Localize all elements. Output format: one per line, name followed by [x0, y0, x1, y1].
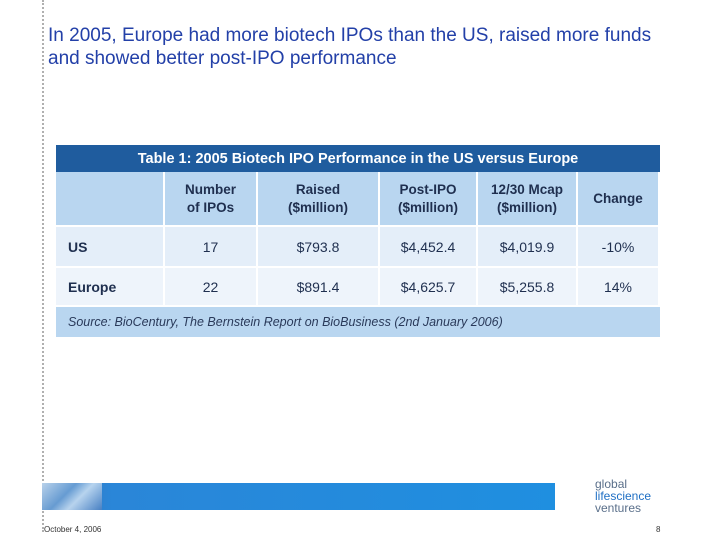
slide-title: In 2005, Europe had more biotech IPOs th… [48, 25, 652, 69]
header-line: Raised [295, 181, 341, 197]
header-cell [56, 172, 163, 225]
header-text: 12/30 Mcap ($million) [491, 181, 563, 217]
divider [42, 0, 44, 532]
header-cell: Raised ($million) [258, 172, 378, 225]
logo-text: global [595, 477, 628, 491]
header-text: Number of IPOs [185, 181, 236, 217]
header-text: Post-IPO ($million) [398, 181, 458, 217]
table-cell: 17 [165, 227, 256, 266]
header-cell: Post-IPO ($million) [380, 172, 476, 225]
header-text: Raised ($million) [288, 181, 348, 217]
header-line: 12/30 Mcap [490, 181, 564, 197]
header-text: Change [593, 190, 643, 208]
header-line: of IPOs [186, 199, 235, 215]
table-cell: $793.8 [258, 227, 378, 266]
header-cell: Change [578, 172, 658, 225]
footer-image [42, 483, 102, 510]
table-cell: 14% [578, 268, 658, 305]
footer-date: October 4, 2006 [44, 525, 102, 534]
logo-text: lifescience [595, 489, 652, 503]
row-label: Europe [56, 268, 163, 305]
header-line: ($million) [288, 199, 348, 215]
header-line: Post-IPO [399, 181, 457, 197]
logo-text: ventures [595, 501, 642, 515]
table-source: Source: BioCentury, The Bernstein Report… [56, 307, 660, 337]
header-line: Number [184, 181, 236, 197]
table-cell: $4,019.9 [478, 227, 576, 266]
page-number: 8 [656, 525, 661, 534]
table-cell: $891.4 [258, 268, 378, 305]
footer-bar [42, 483, 555, 510]
header-cell: Number of IPOs [165, 172, 256, 225]
header-cell: 12/30 Mcap ($million) [478, 172, 576, 225]
table-cell: $4,625.7 [380, 268, 476, 305]
logo: global lifescience ventures [595, 478, 651, 514]
row-label: US [56, 227, 163, 266]
header-line: ($million) [398, 199, 458, 215]
table-cell: $5,255.8 [478, 268, 576, 305]
table-cell: -10% [578, 227, 658, 266]
table-cell: $4,452.4 [380, 227, 476, 266]
table-cell: 22 [165, 268, 256, 305]
header-line: Change [593, 190, 643, 206]
header-line: ($million) [496, 199, 557, 215]
table-title: Table 1: 2005 Biotech IPO Performance in… [56, 145, 660, 172]
